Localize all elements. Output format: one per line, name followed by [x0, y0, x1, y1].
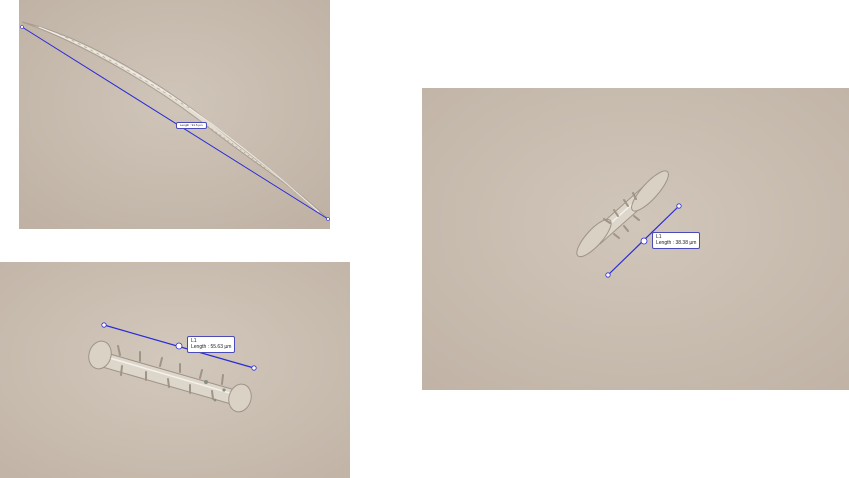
- measurement-midpoint-handle[interactable]: [640, 237, 648, 245]
- measurement-endpoint[interactable]: [605, 272, 611, 278]
- measurement-endpoint[interactable]: [20, 25, 24, 29]
- measurement-line[interactable]: [21, 26, 329, 220]
- micrograph-panel-top-left: Length : 91.6 µm: [19, 0, 330, 229]
- spicule-image: [19, 0, 330, 229]
- measurement-label: Length : 55.63 µm: [191, 343, 232, 350]
- micrograph-panel-bottom-left: L1 Length : 55.63 µm: [0, 262, 350, 478]
- measurement-endpoint[interactable]: [326, 217, 330, 221]
- measurement-callout[interactable]: Length : 91.6 µm: [176, 122, 207, 130]
- measurement-label: Length : 91.6 µm: [180, 123, 203, 127]
- measurement-tag: L1: [656, 234, 662, 240]
- measurement-endpoint[interactable]: [101, 322, 107, 328]
- spicule-rod: [88, 340, 252, 413]
- micrograph-panel-right: L1 Length : 38.38 µm: [422, 88, 849, 390]
- measurement-endpoint[interactable]: [676, 203, 682, 209]
- spicule-image: [0, 262, 350, 478]
- measurement-midpoint-handle[interactable]: [175, 342, 183, 350]
- spicule-spool: [576, 170, 669, 258]
- measurement-tag: L1: [191, 338, 197, 344]
- measurement-callout[interactable]: L1 Length : 38.38 µm: [652, 232, 701, 249]
- spicule-image: [422, 88, 849, 390]
- measurement-endpoint[interactable]: [251, 365, 257, 371]
- measurement-callout[interactable]: L1 Length : 55.63 µm: [187, 336, 236, 353]
- measurement-label: Length : 38.38 µm: [656, 239, 697, 246]
